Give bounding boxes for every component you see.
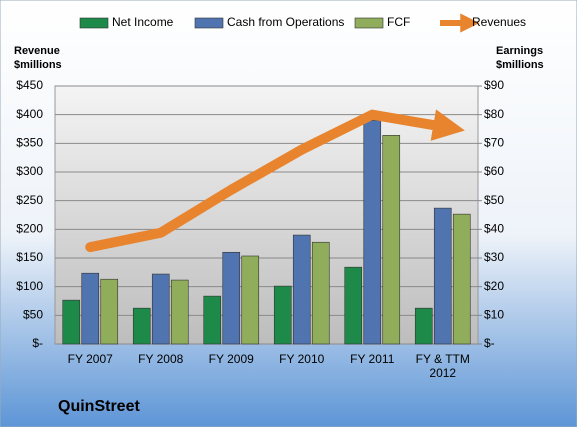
y-tick-label: $150 [16,250,43,264]
bar [203,295,222,345]
bar [170,279,189,345]
y2-tick-label: $80 [484,107,504,121]
bar [363,120,382,345]
bar [151,273,170,345]
y-tick-label: $400 [16,107,43,121]
legend-swatch [194,17,224,29]
bar [382,135,401,345]
x-tick-label: FY 2009 [208,352,254,366]
bar [311,241,330,345]
y2-tick-label: $90 [484,78,504,92]
y-tick-label: $200 [16,222,43,236]
x-tick-label: FY 2008 [138,352,184,366]
legend-swatch [354,17,384,29]
bar [100,278,119,345]
bar [222,251,241,345]
y-axis-title: Revenue $millions [14,45,62,71]
bar [292,234,311,345]
y-tick-label: $100 [16,279,43,293]
line [85,109,465,253]
legend-swatch [79,17,109,29]
y2-tick-label: $50 [484,193,504,207]
y2-tick-label: $70 [484,136,504,150]
y-tick-label: $50 [23,308,43,322]
bar [344,266,363,345]
legend-label: Net Income [112,15,174,29]
y-tick-label: $300 [16,164,43,178]
y-tick-label: $250 [16,193,43,207]
bar [433,207,452,345]
legend-label: FCF [387,15,410,29]
bar [273,285,292,345]
y2-tick-label: $10 [484,308,504,322]
legend-label: Cash from Operations [227,15,344,29]
y2-tick-label: $60 [484,164,504,178]
y2-tick-label: $- [484,336,495,350]
x-tick-label: FY 2007 [67,352,113,366]
chart-title: QuinStreet [58,398,140,415]
legend-label: Revenues [472,15,526,29]
y2-tick-label: $30 [484,250,504,264]
bar [414,307,433,345]
bar [81,272,100,345]
bar [241,255,260,345]
bar [132,307,151,345]
x-tick-label: FY 2010 [279,352,325,366]
plot-area [54,85,479,345]
bar [452,213,471,345]
bar [62,299,81,345]
y2-axis-title: Earnings $millions [496,45,544,71]
x-tick-label: FY 2011 [350,352,395,366]
y2-tick-label: $20 [484,279,504,293]
y-tick-label: $450 [16,78,43,92]
y2-tick-label: $40 [484,222,504,236]
y-tick-label: $350 [16,136,43,150]
x-tick-label: FY & TTM 2012 [415,352,470,380]
y-tick-label: $- [32,336,43,350]
